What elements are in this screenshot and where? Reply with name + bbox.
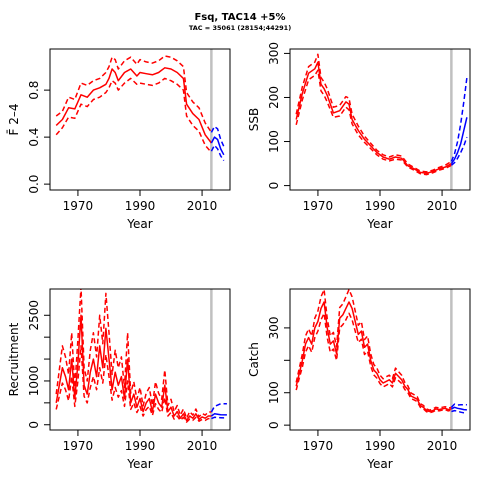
recruitment-panel: 1970 1990 2010 0 1000 2500 Year Recruitment (7, 288, 231, 471)
y-tick-label: 300 (267, 316, 281, 339)
projection-median-line (210, 136, 225, 156)
y-tick-label: 0 (267, 182, 281, 190)
figure-subtitle: TAC = 35061 (28154;44291) (189, 24, 291, 32)
y-axis-label: F̄ 2–4 (7, 104, 21, 136)
historic-upper-bound (295, 53, 452, 173)
historic-lower-bound (295, 69, 452, 176)
x-axis-label: Year (126, 457, 152, 471)
x-tick-label: 2010 (187, 439, 218, 453)
series-group (295, 289, 467, 414)
historic-median-line (55, 314, 212, 422)
x-axis-label: Year (366, 217, 392, 231)
x-tick-label: 1990 (365, 439, 396, 453)
projection-median-line (210, 413, 227, 417)
x-tick-label: 1990 (365, 199, 396, 213)
y-axis-label: Catch (247, 342, 261, 377)
historic-lower-bound (55, 345, 212, 423)
x-tick-label: 2010 (427, 439, 458, 453)
projection-upper-bound (450, 403, 467, 408)
y-tick-label: 100 (267, 130, 281, 153)
figure-title: Fsq, TAC14 +5% (194, 12, 285, 23)
y-tick-label: 0 (267, 421, 281, 429)
projection-upper-bound (210, 402, 227, 413)
y-tick-label: 0.8 (27, 81, 41, 100)
x-tick-label: 2010 (187, 199, 218, 213)
x-tick-label: 1970 (63, 439, 94, 453)
series-group (55, 289, 227, 423)
projection-lower-bound (210, 144, 225, 162)
x-tick-label: 1970 (303, 439, 334, 453)
y-tick-label: 300 (267, 42, 281, 65)
y-tick-label: 0.4 (27, 128, 41, 147)
projection-median-line (450, 117, 468, 165)
ssb-panel: 1970 1990 2010 0 100 200 300 Year SSB (247, 42, 471, 231)
historic-lower-bound (55, 77, 212, 153)
y-tick-label: 0.0 (27, 175, 41, 194)
y-tick-label: 100 (267, 381, 281, 404)
historic-upper-bound (55, 55, 213, 133)
plot-frame (49, 48, 231, 191)
series-group (55, 55, 225, 162)
y-tick-label: 1000 (27, 366, 41, 397)
x-tick-label: 1990 (125, 439, 156, 453)
x-tick-label: 1970 (303, 199, 334, 213)
historic-lower-bound (295, 312, 452, 414)
catch-panel: 1970 1990 2010 0 100 300 Year Catch (247, 288, 471, 471)
historic-median-line (295, 61, 452, 175)
historic-median-line (295, 301, 452, 413)
historic-median-line (55, 67, 212, 144)
f-panel: 1970 1990 2010 0.0 0.4 0.8 Year F̄ 2–4 (7, 48, 231, 231)
y-tick-label: 0 (27, 421, 41, 429)
x-axis-label: Year (126, 217, 152, 231)
x-tick-label: 1990 (125, 199, 156, 213)
projection-upper-bound (210, 125, 225, 147)
y-axis-label: SSB (247, 108, 261, 131)
historic-upper-bound (55, 289, 212, 419)
series-group (295, 53, 468, 176)
x-tick-label: 2010 (427, 199, 458, 213)
projection-lower-bound (211, 416, 227, 420)
projection-lower-bound (451, 409, 467, 414)
x-tick-label: 1970 (63, 199, 94, 213)
projection-lower-bound (450, 136, 468, 166)
y-tick-label: 2500 (27, 300, 41, 331)
projection-median-line (451, 406, 467, 411)
y-tick-label: 200 (267, 86, 281, 109)
projection-upper-bound (450, 77, 468, 162)
x-axis-label: Year (366, 457, 392, 471)
y-axis-label: Recruitment (7, 322, 21, 396)
historic-upper-bound (295, 289, 452, 411)
